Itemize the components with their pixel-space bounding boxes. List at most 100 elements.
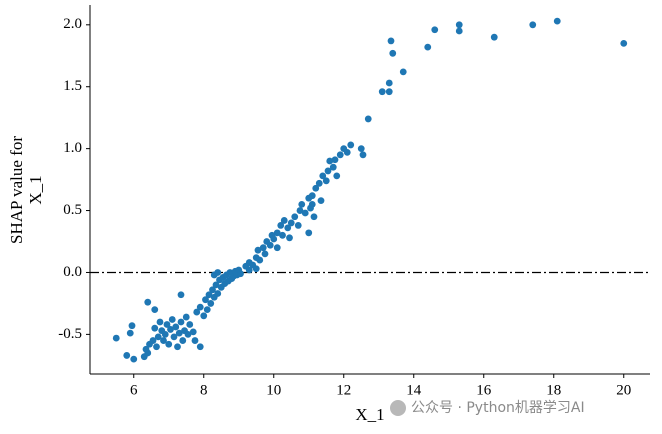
point [167,326,174,333]
point [214,269,222,276]
point [284,224,292,232]
point [151,306,159,314]
point [331,156,339,164]
x-tick-label: 16 [476,382,492,398]
y-tick-label: -0.5 [58,326,82,342]
x-tick-label: 8 [200,382,208,398]
x-tick-label: 18 [546,382,561,398]
point [154,333,162,341]
point [179,337,187,344]
point [245,266,253,274]
point [153,343,160,351]
watermark: 公众号 · Python机器学习AI [411,400,585,416]
y-tick-label: 2.0 [63,16,82,32]
y-axis-label: SHAP value for X_1 [7,136,45,244]
point [336,151,344,159]
point [286,234,293,242]
y-axis-label-line: X_1 [26,175,45,204]
point [359,151,367,159]
point [385,88,393,96]
point [177,318,185,326]
point [165,340,173,348]
point [326,157,334,165]
point [329,163,337,171]
x-tick-label: 12 [336,382,351,398]
point [294,222,302,229]
point [172,323,180,331]
point [261,250,269,258]
point [279,231,286,239]
point [319,172,327,180]
point [378,88,386,96]
point [149,337,157,344]
point [317,197,325,205]
x-axis-label: X_1 [355,405,384,424]
point [399,68,407,76]
point [455,21,463,29]
point [205,291,213,299]
point [128,322,136,330]
point [214,290,222,297]
point [142,345,150,353]
point [620,39,628,47]
point [364,115,372,123]
point [175,329,183,337]
point [324,167,332,175]
point [207,300,215,307]
point [385,79,393,87]
point [347,141,355,149]
point [529,21,537,29]
point [184,330,192,338]
point [280,217,288,224]
point [212,281,220,289]
point [270,235,278,243]
point [123,352,131,359]
y-tick-label: 1.5 [63,78,82,94]
point [273,229,281,237]
point [191,337,199,344]
point [312,184,320,192]
point [151,324,159,332]
point [196,303,204,311]
point [287,219,295,227]
y-tick-label: 0.5 [63,202,82,218]
point [301,209,309,217]
point [333,172,341,180]
point [298,200,306,208]
point [203,306,211,314]
point [189,328,197,336]
point [196,343,204,351]
point [182,313,190,321]
point [254,246,262,254]
point [296,207,304,214]
point [170,333,178,341]
point [161,330,169,338]
point [322,177,330,185]
point [256,256,264,264]
x-tick-label: 14 [406,382,422,398]
point [455,27,463,35]
point [387,37,395,45]
point [315,179,323,187]
y-tick-label: 0.0 [63,264,82,280]
point [168,316,176,323]
point [291,213,299,221]
point [163,321,171,328]
point [490,33,498,41]
point [431,26,439,34]
x-tick-label: 20 [616,382,631,398]
point [130,355,138,363]
point [553,17,561,25]
point [343,148,351,156]
point [266,241,274,249]
point [200,312,208,320]
point [308,192,316,200]
y-axis-label-line: SHAP value for [7,136,26,244]
y-tick-label: 1.0 [63,140,82,156]
point [357,145,365,153]
point [160,337,167,344]
point [144,298,152,306]
point [277,222,285,229]
point [305,229,313,237]
point [308,200,316,208]
